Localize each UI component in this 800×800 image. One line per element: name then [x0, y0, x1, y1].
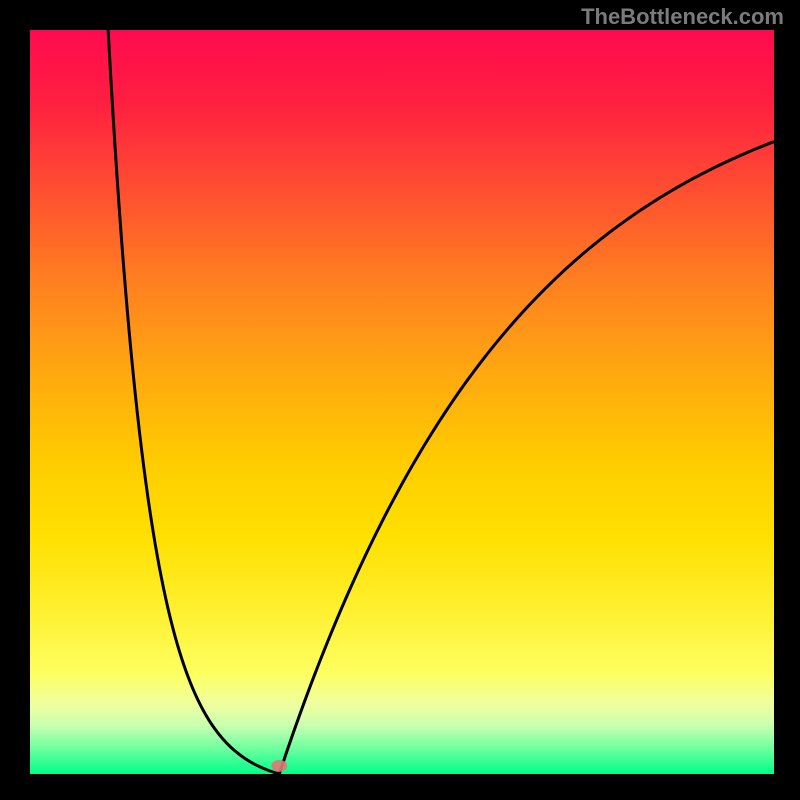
- chart-container: TheBottleneck.com: [0, 0, 800, 800]
- optimal-marker: [271, 760, 287, 772]
- attribution-label: TheBottleneck.com: [581, 4, 784, 30]
- gradient-background: [30, 30, 774, 774]
- bottleneck-chart: [0, 0, 800, 800]
